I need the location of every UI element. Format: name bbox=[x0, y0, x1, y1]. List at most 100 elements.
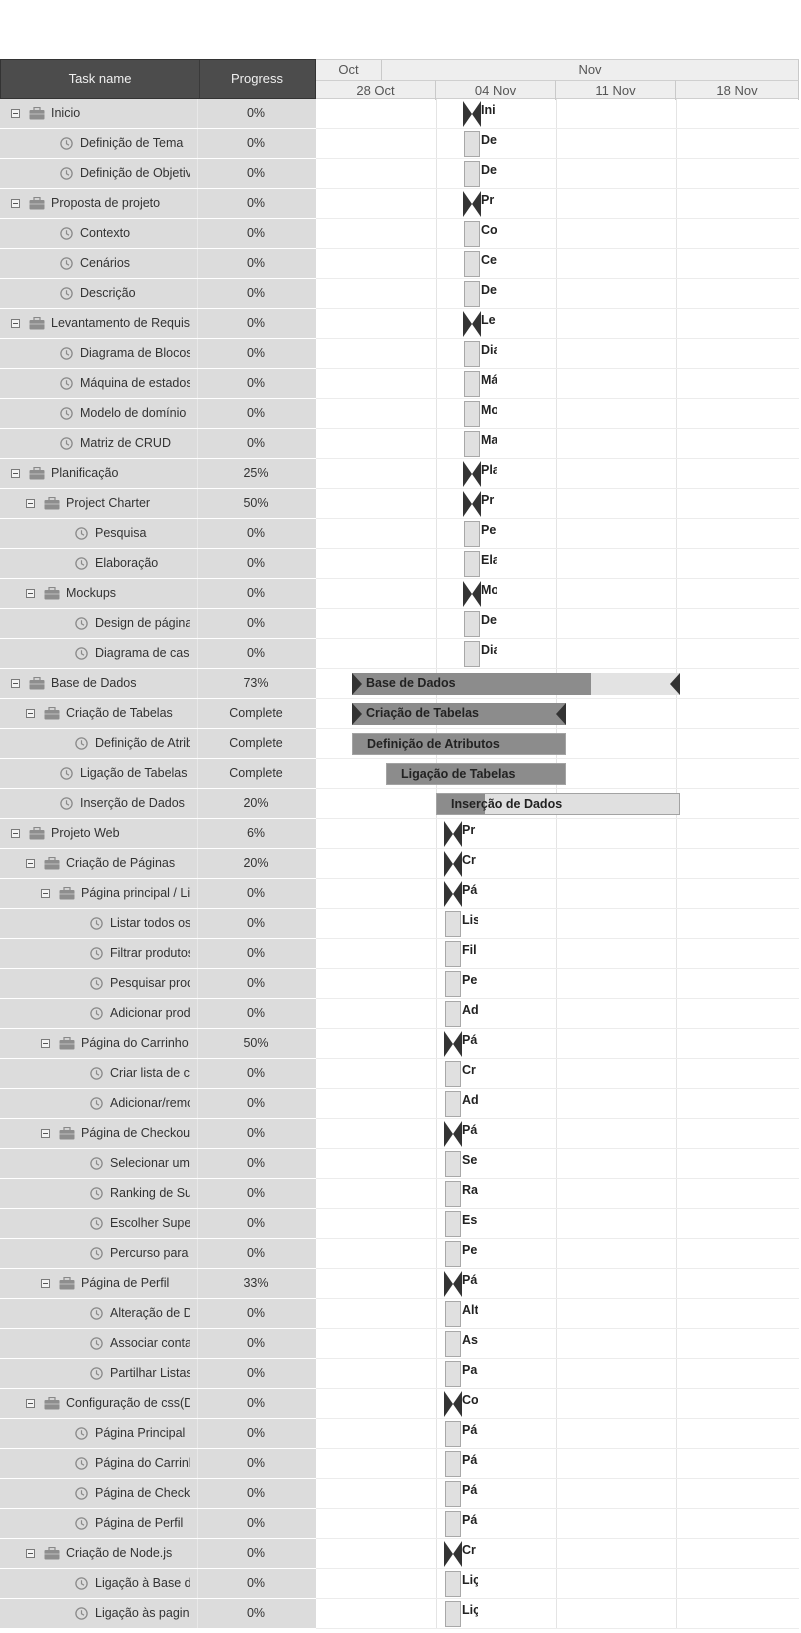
task-marker[interactable] bbox=[445, 1331, 461, 1357]
task-marker[interactable] bbox=[464, 131, 480, 157]
task-marker[interactable] bbox=[464, 251, 480, 277]
task-row[interactable]: Criação de Páginas 20% bbox=[0, 849, 316, 879]
task-row[interactable]: Projeto Web 6% bbox=[0, 819, 316, 849]
task-marker[interactable] bbox=[445, 911, 461, 937]
task-row[interactable]: Listar todos os pı 0% bbox=[0, 909, 316, 939]
task-row[interactable]: Adicionar/remove 0% bbox=[0, 1089, 316, 1119]
task-row[interactable]: Página de Checkou 0% bbox=[0, 1119, 316, 1149]
task-marker[interactable] bbox=[445, 1091, 461, 1117]
task-marker[interactable] bbox=[445, 1211, 461, 1237]
task-marker[interactable] bbox=[445, 1001, 461, 1027]
summary-marker-icon[interactable] bbox=[444, 851, 462, 877]
task-row[interactable]: Definição de Objetivos 0% bbox=[0, 159, 316, 189]
task-marker[interactable] bbox=[464, 431, 480, 457]
collapse-toggle-icon[interactable] bbox=[11, 829, 20, 838]
project-bar[interactable]: Criação de Tabelas bbox=[352, 703, 566, 725]
summary-marker-icon[interactable] bbox=[463, 461, 481, 487]
task-marker[interactable] bbox=[464, 551, 480, 577]
task-row[interactable]: Filtrar produtos 0% bbox=[0, 939, 316, 969]
task-row[interactable]: Mockups 0% bbox=[0, 579, 316, 609]
task-marker[interactable] bbox=[445, 1511, 461, 1537]
task-row[interactable]: Contexto 0% bbox=[0, 219, 316, 249]
task-marker[interactable] bbox=[445, 1421, 461, 1447]
task-row[interactable]: Design de páginas 0% bbox=[0, 609, 316, 639]
task-row[interactable]: Inserção de Dados 20% bbox=[0, 789, 316, 819]
task-row[interactable]: Página principal / Li 0% bbox=[0, 879, 316, 909]
task-row[interactable]: Página de Perfil 0% bbox=[0, 1509, 316, 1539]
collapse-toggle-icon[interactable] bbox=[26, 589, 35, 598]
task-row[interactable]: Máquina de estados 0% bbox=[0, 369, 316, 399]
task-row[interactable]: Ligação de Tabelas Complete bbox=[0, 759, 316, 789]
task-row[interactable]: Descrição 0% bbox=[0, 279, 316, 309]
collapse-toggle-icon[interactable] bbox=[26, 1399, 35, 1408]
task-marker[interactable] bbox=[445, 971, 461, 997]
task-row[interactable]: Proposta de projeto 0% bbox=[0, 189, 316, 219]
task-row[interactable]: Configuração de css(D 0% bbox=[0, 1389, 316, 1419]
task-marker[interactable] bbox=[445, 1481, 461, 1507]
progress-column-header[interactable]: Progress bbox=[230, 71, 284, 86]
summary-marker-icon[interactable] bbox=[463, 581, 481, 607]
task-row[interactable]: Escolher Superm 0% bbox=[0, 1209, 316, 1239]
task-row[interactable]: Inicio 0% bbox=[0, 99, 316, 129]
collapse-toggle-icon[interactable] bbox=[41, 1129, 50, 1138]
task-row[interactable]: Selecionar um ra 0% bbox=[0, 1149, 316, 1179]
task-marker[interactable] bbox=[464, 161, 480, 187]
task-bar[interactable]: Definição de Atributos bbox=[352, 733, 566, 755]
task-marker[interactable] bbox=[464, 221, 480, 247]
task-row[interactable]: Adicionar produtc 0% bbox=[0, 999, 316, 1029]
summary-marker-icon[interactable] bbox=[463, 191, 481, 217]
task-row[interactable]: Página Principal 0% bbox=[0, 1419, 316, 1449]
task-row[interactable]: Criação de Node.js 0% bbox=[0, 1539, 316, 1569]
summary-marker-icon[interactable] bbox=[463, 311, 481, 337]
task-marker[interactable] bbox=[464, 401, 480, 427]
summary-marker-icon[interactable] bbox=[444, 1031, 462, 1057]
task-row[interactable]: Modelo de domínio 0% bbox=[0, 399, 316, 429]
task-marker[interactable] bbox=[464, 641, 480, 667]
task-row[interactable]: Diagrama de casos 0% bbox=[0, 639, 316, 669]
task-row[interactable]: Página de Checkou 0% bbox=[0, 1479, 316, 1509]
task-row[interactable]: Planificação 25% bbox=[0, 459, 316, 489]
task-row[interactable]: Project Charter 50% bbox=[0, 489, 316, 519]
task-row[interactable]: Percurso para o S 0% bbox=[0, 1239, 316, 1269]
task-row[interactable]: Matriz de CRUD 0% bbox=[0, 429, 316, 459]
task-row[interactable]: Partilhar Listas 0% bbox=[0, 1359, 316, 1389]
task-marker[interactable] bbox=[464, 341, 480, 367]
task-marker[interactable] bbox=[464, 611, 480, 637]
summary-marker-icon[interactable] bbox=[463, 101, 481, 127]
task-row[interactable]: Definição de Atribut Complete bbox=[0, 729, 316, 759]
collapse-toggle-icon[interactable] bbox=[41, 889, 50, 898]
collapse-toggle-icon[interactable] bbox=[41, 1039, 50, 1048]
task-marker[interactable] bbox=[445, 1301, 461, 1327]
task-bar[interactable]: Inserção de Dados bbox=[436, 793, 680, 815]
task-row[interactable]: Base de Dados 73% bbox=[0, 669, 316, 699]
task-row[interactable]: Página de Perfil 33% bbox=[0, 1269, 316, 1299]
task-row[interactable]: Alteração de Dad 0% bbox=[0, 1299, 316, 1329]
task-marker[interactable] bbox=[464, 371, 480, 397]
summary-marker-icon[interactable] bbox=[444, 1271, 462, 1297]
task-marker[interactable] bbox=[464, 521, 480, 547]
task-marker[interactable] bbox=[445, 941, 461, 967]
collapse-toggle-icon[interactable] bbox=[26, 499, 35, 508]
task-row[interactable]: Definição de Tema 0% bbox=[0, 129, 316, 159]
task-marker[interactable] bbox=[445, 1601, 461, 1627]
summary-marker-icon[interactable] bbox=[444, 821, 462, 847]
project-bar[interactable]: Base de Dados bbox=[352, 673, 680, 695]
task-row[interactable]: Ligação às paginas 0% bbox=[0, 1599, 316, 1629]
task-marker[interactable] bbox=[445, 1151, 461, 1177]
collapse-toggle-icon[interactable] bbox=[11, 679, 20, 688]
task-row[interactable]: Diagrama de Blocos 0% bbox=[0, 339, 316, 369]
task-row[interactable]: Elaboração 0% bbox=[0, 549, 316, 579]
collapse-toggle-icon[interactable] bbox=[11, 199, 20, 208]
task-marker[interactable] bbox=[445, 1571, 461, 1597]
task-row[interactable]: Pesquisa 0% bbox=[0, 519, 316, 549]
task-row[interactable]: Associar contas 0% bbox=[0, 1329, 316, 1359]
summary-marker-icon[interactable] bbox=[444, 1541, 462, 1567]
collapse-toggle-icon[interactable] bbox=[11, 469, 20, 478]
task-row[interactable]: Página do Carrinho 50% bbox=[0, 1029, 316, 1059]
collapse-toggle-icon[interactable] bbox=[11, 319, 20, 328]
task-row[interactable]: Pesquisar produt 0% bbox=[0, 969, 316, 999]
task-marker[interactable] bbox=[445, 1181, 461, 1207]
collapse-toggle-icon[interactable] bbox=[26, 859, 35, 868]
summary-marker-icon[interactable] bbox=[444, 881, 462, 907]
collapse-toggle-icon[interactable] bbox=[26, 1549, 35, 1558]
